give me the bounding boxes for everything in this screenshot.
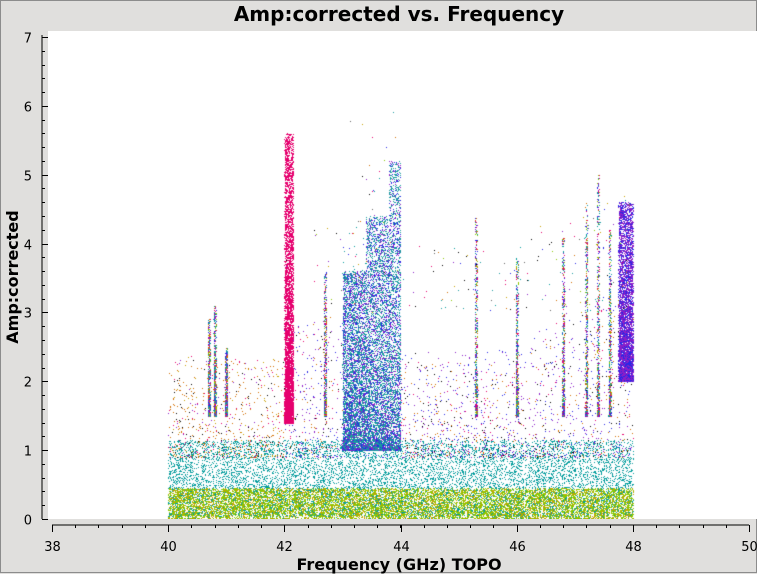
chart-title: Amp:corrected vs. Frequency xyxy=(234,2,564,26)
scatter-points xyxy=(48,31,757,519)
x-tick-label: 40 xyxy=(160,540,177,555)
y-tick-label: 1 xyxy=(24,445,32,460)
x-tick-label: 42 xyxy=(276,540,293,555)
y-tick-label: 2 xyxy=(24,376,32,391)
scatter-points-layer xyxy=(48,31,757,519)
x-axis: 38 40 42 44 46 48 50 xyxy=(44,524,757,555)
y-tick-label: 3 xyxy=(24,307,32,322)
y-axis-label: Amp:corrected xyxy=(3,210,22,343)
x-axis-label: Frequency (GHz) TOPO xyxy=(296,555,501,574)
y-tick-label: 7 xyxy=(24,32,32,47)
x-tick-label: 50 xyxy=(741,540,757,555)
x-tick-label: 44 xyxy=(393,540,410,555)
y-tick-label: 0 xyxy=(24,514,32,529)
x-tick-label: 38 xyxy=(44,540,61,555)
y-tick-label: 5 xyxy=(24,170,32,185)
x-tick-label: 46 xyxy=(509,540,526,555)
x-tick-label: 48 xyxy=(625,540,642,555)
y-tick-label: 4 xyxy=(24,239,32,254)
y-tick-label: 6 xyxy=(24,101,32,116)
y-axis: 0 1 2 3 4 5 6 7 xyxy=(24,32,48,529)
